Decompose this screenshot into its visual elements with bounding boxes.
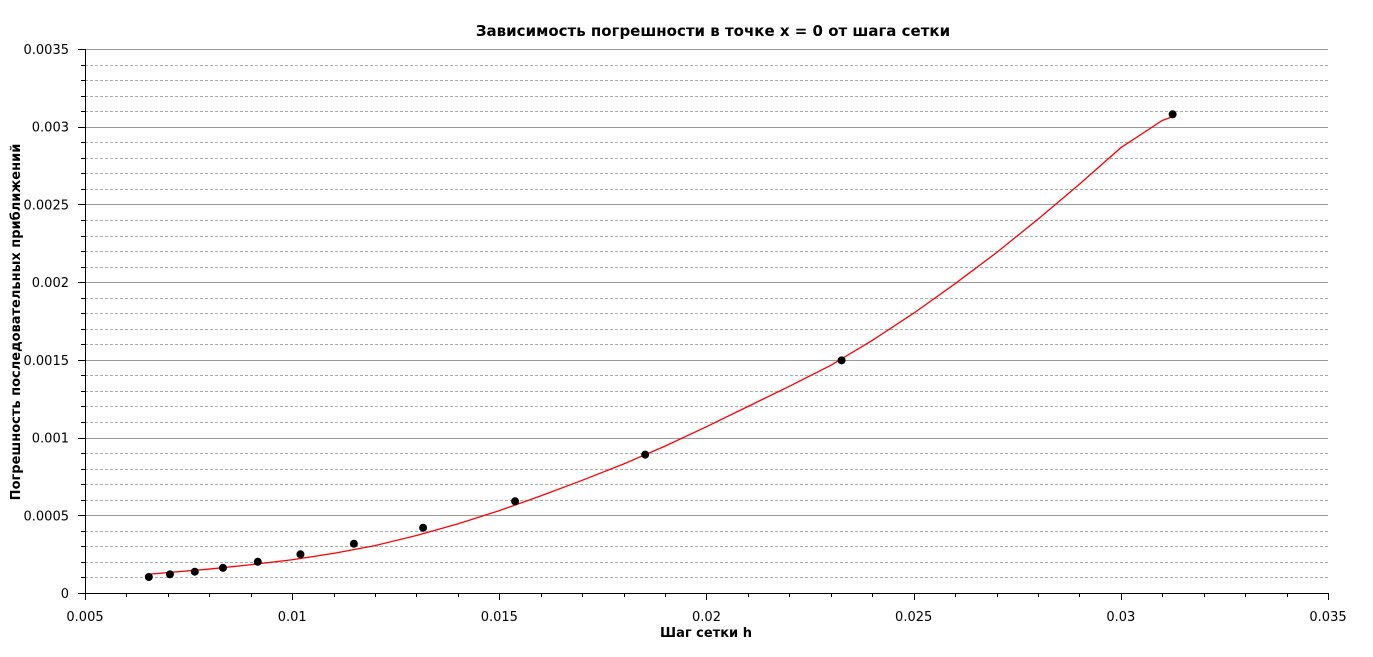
data-point: [1168, 110, 1177, 119]
data-point: [511, 497, 520, 506]
data-point: [190, 567, 199, 576]
y-axis-label: Погрешность последовательных приближений: [9, 144, 24, 501]
data-point: [296, 550, 305, 559]
y-tick-label: 0.0015: [24, 354, 70, 369]
y-tick-label: 0: [61, 587, 69, 602]
x-tick-label: 0.02: [692, 610, 721, 625]
grid: [85, 49, 1328, 578]
y-tick-label: 0.003: [32, 121, 69, 136]
fit-line: [147, 115, 1175, 575]
y-tick-label: 0.001: [32, 432, 69, 447]
chart-title: Зависимость погрешности в точке x = 0 от…: [476, 22, 950, 40]
x-axis-ticks: 0.005 0.01 0.015 0.02 0.025 0.03 0.035: [66, 593, 1347, 625]
y-axis-ticks: 0 0.0005 0.001 0.0015 0.002 0.0025 0.003 0.0035: [24, 43, 85, 602]
data-point: [253, 557, 262, 566]
axes: [85, 49, 1328, 594]
data-point: [349, 539, 358, 548]
y-tick-label: 0.0025: [24, 198, 70, 213]
x-tick-label: 0.025: [895, 610, 932, 625]
data-point: [419, 523, 428, 532]
fit-line-series: [147, 115, 1175, 575]
data-point: [165, 570, 174, 579]
scatter-series: [144, 110, 1177, 581]
data-point: [144, 572, 153, 581]
y-tick-label: 0.0035: [24, 43, 70, 58]
data-point: [218, 563, 227, 572]
x-tick-label: 0.01: [278, 610, 307, 625]
x-tick-label: 0.005: [66, 610, 103, 625]
y-tick-label: 0.002: [32, 276, 69, 291]
y-tick-label: 0.0005: [24, 509, 70, 524]
x-axis-label: Шаг сетки h: [660, 626, 752, 641]
x-tick-label: 0.015: [481, 610, 518, 625]
x-tick-label: 0.03: [1106, 610, 1135, 625]
data-point: [641, 450, 650, 459]
data-point: [837, 356, 846, 365]
x-tick-label: 0.035: [1309, 610, 1346, 625]
